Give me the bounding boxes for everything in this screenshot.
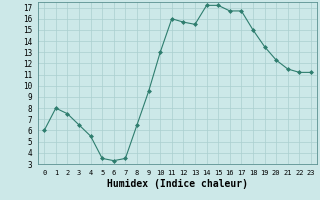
X-axis label: Humidex (Indice chaleur): Humidex (Indice chaleur) (107, 179, 248, 189)
